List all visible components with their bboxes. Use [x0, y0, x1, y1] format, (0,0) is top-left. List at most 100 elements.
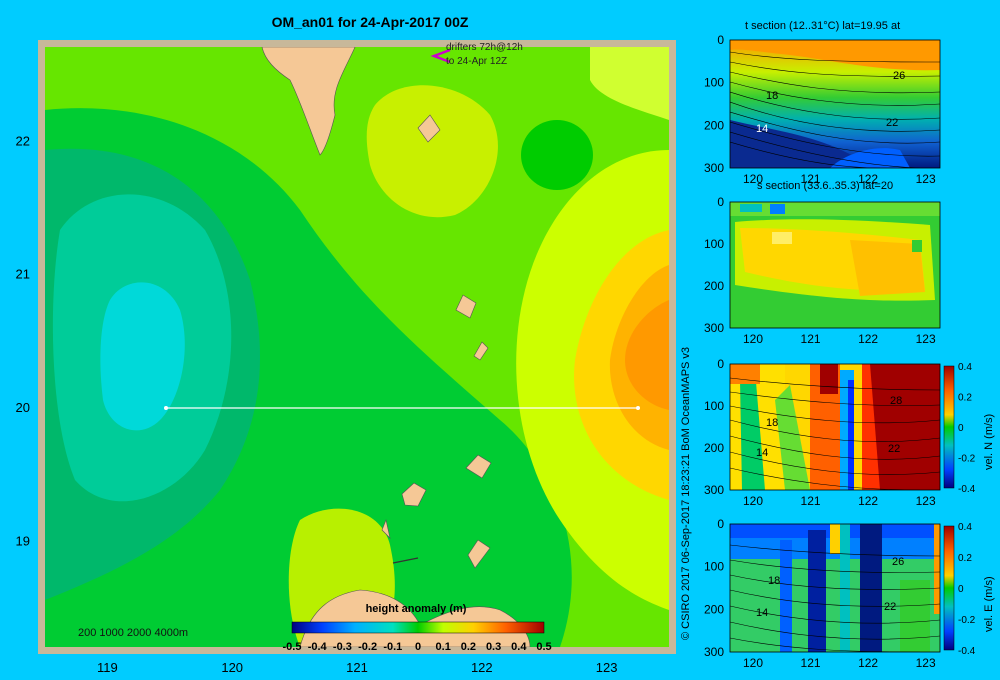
- vertical-sections: 26 18 22 14: [704, 33, 995, 670]
- section-lon-tick-label: 123: [916, 332, 936, 346]
- drifter-label: drifters 72h@12h: [446, 42, 523, 53]
- t-section-title: t section (12..31°C) lat=19.95 at: [745, 20, 901, 32]
- depth-tick-label: 200: [704, 441, 724, 455]
- vel-n-section-panel: [730, 364, 940, 490]
- velocity-tick-label: 0: [958, 423, 964, 434]
- section-lon-tick-label: 120: [743, 494, 763, 508]
- height-anomaly-map: drifters 72h@12h to 24-Apr 12Z 200 1000 …: [16, 40, 676, 675]
- vel-n-colorbar: [943, 365, 955, 489]
- section-lon-tick-label: 123: [916, 172, 936, 186]
- velocity-tick-label: -0.2: [958, 454, 976, 465]
- section-lon-tick-label: 122: [858, 172, 878, 186]
- vel-e-label: vel. E (m/s): [983, 576, 995, 632]
- lon-tick-label: 120: [221, 660, 243, 675]
- velocity-tick-label: 0.4: [958, 522, 972, 533]
- u-contour-label: 14: [756, 607, 768, 619]
- lon-tick-label: 123: [596, 660, 618, 675]
- t-section-panel: [730, 40, 940, 168]
- section-lon-tick-label: 120: [743, 656, 763, 670]
- t-contour-label: 26: [893, 70, 905, 82]
- vel-e-colorbar: [943, 525, 955, 651]
- depth-tick-label: 300: [704, 161, 724, 175]
- depth-tick-label: 100: [704, 237, 724, 251]
- colorbar-tick-label: 0: [415, 641, 421, 653]
- section-lon-tick-label: 121: [801, 332, 821, 346]
- velocity-tick-label: -0.2: [958, 615, 976, 626]
- lat-tick-label: 22: [16, 133, 30, 148]
- lon-tick-label: 121: [346, 660, 368, 675]
- vel-n-label: vel. N (m/s): [983, 414, 995, 470]
- v-contour-label: 22: [888, 443, 900, 455]
- field-zone-high-north: [366, 85, 498, 218]
- u-contour-label: 18: [768, 575, 780, 587]
- s-section-panel: [730, 202, 940, 328]
- v-contour-label: 14: [756, 447, 768, 459]
- island: [401, 482, 427, 507]
- section-lon-tick-label: 120: [743, 172, 763, 186]
- island: [473, 341, 489, 361]
- colorbar-label: height anomaly (m): [366, 603, 467, 615]
- drifter-icon: [430, 48, 451, 64]
- v-contour-label: 18: [766, 417, 778, 429]
- u-contour-label: 22: [884, 601, 896, 613]
- island: [467, 539, 491, 569]
- vel-e-section-panel: [730, 524, 940, 652]
- field-zone-yellowgreen-ne: [590, 47, 669, 120]
- depth-tick-label: 300: [704, 321, 724, 335]
- depth-tick-label: 100: [704, 560, 724, 574]
- colorbar-tick-label: -0.4: [308, 641, 328, 653]
- section-start-marker: [164, 406, 168, 410]
- section-lon-tick-label: 123: [916, 656, 936, 670]
- depth-tick-label: 0: [717, 195, 724, 209]
- longitude-tick-labels: 119 120 121 122 123: [97, 660, 617, 675]
- island: [455, 294, 477, 319]
- colorbar-tick-label: 0.5: [536, 641, 551, 653]
- section-lon-tick-label: 123: [916, 494, 936, 508]
- depth-legend: 200 1000 2000 4000m: [78, 627, 188, 639]
- section-lon-tick-label: 121: [801, 494, 821, 508]
- chart-title: OM_an01 for 24-Apr-2017 00Z: [271, 14, 469, 30]
- velocity-tick-label: 0.2: [958, 553, 972, 564]
- island: [465, 454, 492, 479]
- island: [381, 518, 391, 539]
- section-lon-tick-label: 122: [858, 332, 878, 346]
- land-north: [261, 47, 356, 156]
- s-section-title: s section (33.6..35.3) lat=20: [757, 180, 894, 192]
- colorbar-tick-label: -0.1: [383, 641, 402, 653]
- latitude-tick-labels: 22 21 20 19: [16, 133, 30, 548]
- field-zone-green-patch: [521, 120, 593, 190]
- t-contour-label: 14: [756, 123, 768, 135]
- colorbar-tick-label: -0.3: [333, 641, 352, 653]
- velocity-tick-label: 0.4: [958, 362, 972, 373]
- section-lon-tick-label: 120: [743, 332, 763, 346]
- velocity-tick-label: -0.4: [958, 484, 976, 495]
- lat-tick-label: 20: [16, 400, 30, 415]
- section-lon-tick-label: 122: [858, 494, 878, 508]
- section-lon-tick-label: 122: [858, 656, 878, 670]
- section-end-marker: [636, 406, 640, 410]
- velocity-tick-label: -0.4: [958, 646, 976, 657]
- u-contour-label: 26: [892, 556, 904, 568]
- lat-tick-label: 19: [16, 533, 30, 548]
- colorbar-tick-label: 0.4: [511, 641, 527, 653]
- depth-tick-label: 300: [704, 645, 724, 659]
- depth-tick-label: 0: [717, 33, 724, 47]
- colorbar-tick-label: 0.1: [436, 641, 451, 653]
- velocity-tick-label: 0: [958, 584, 964, 595]
- section-lon-tick-label: 121: [801, 172, 821, 186]
- island: [392, 557, 419, 564]
- colorbar-tick-labels: -0.5 -0.4 -0.3 -0.2 -0.1 0 0.1 0.2 0.3 0.4 0.5: [283, 641, 552, 653]
- lat-tick-label: 21: [16, 267, 30, 282]
- depth-tick-label: 300: [704, 483, 724, 497]
- v-contour-label: 28: [890, 395, 902, 407]
- section-tick-labels: 0 100 200 300 120 121 122 123 0 100 200 300 120 121 12…: [704, 33, 976, 670]
- depth-tick-label: 200: [704, 602, 724, 616]
- depth-tick-label: 200: [704, 279, 724, 293]
- depth-tick-label: 100: [704, 399, 724, 413]
- t-contour-label: 22: [886, 117, 898, 129]
- depth-tick-label: 100: [704, 76, 724, 90]
- colorbar-tick-label: -0.2: [358, 641, 377, 653]
- velocity-tick-label: 0.2: [958, 393, 972, 404]
- depth-tick-label: 0: [717, 357, 724, 371]
- field-zone-high-core: [625, 300, 669, 410]
